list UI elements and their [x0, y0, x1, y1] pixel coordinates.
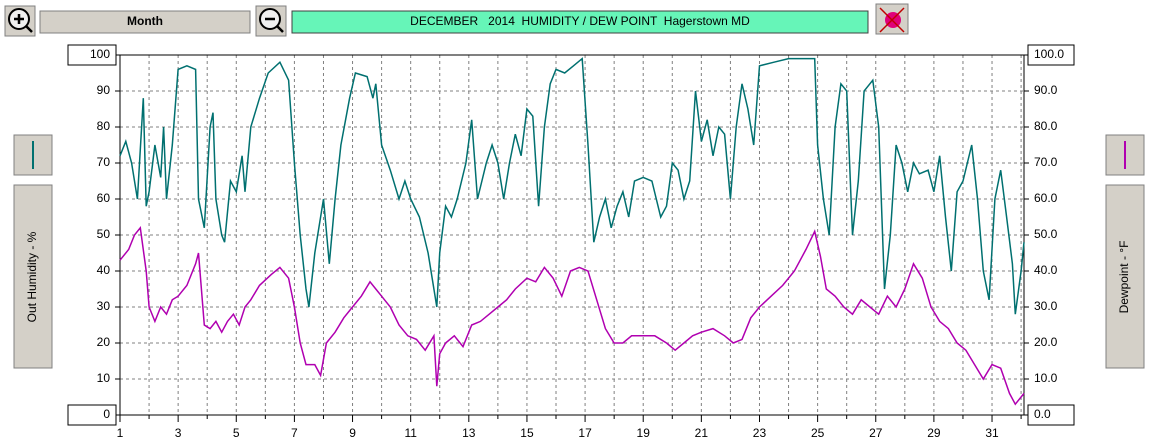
x-tick-label: 3: [175, 426, 182, 440]
y-tick-label: 20: [97, 335, 111, 349]
x-tick-label: 27: [869, 426, 883, 440]
color-icon-cross: [879, 7, 905, 33]
y2-tick-label: 70.0: [1034, 155, 1058, 169]
period-label: Month: [127, 14, 163, 28]
plot-border: [119, 54, 1025, 416]
y-tick-label: 90: [97, 83, 111, 97]
x-tick-label: 21: [695, 426, 709, 440]
title-bar: [291, 10, 869, 34]
y2-tick-label: 30.0: [1034, 299, 1058, 313]
y-tick-label: 40: [97, 263, 111, 277]
x-tick-label: 29: [927, 426, 941, 440]
y2-tick-label: 80.0: [1034, 119, 1058, 133]
x-tick-label: 9: [349, 426, 356, 440]
x-tick-label: 17: [578, 426, 592, 440]
y2-tick-label: 40.0: [1034, 263, 1058, 277]
x-tick-label: 25: [811, 426, 825, 440]
x-tick-label: 11: [404, 426, 417, 440]
y-label-button[interactable]: [13, 184, 53, 369]
y-tick-label: 70: [97, 155, 111, 169]
x-tick-label: 15: [520, 426, 534, 440]
chart-title: DECEMBER 2014 HUMIDITY / DEW POINT Hager…: [410, 14, 750, 28]
y-limit-box: [67, 44, 117, 66]
y-tick-label: 10: [97, 371, 111, 385]
y-tick-label: 60: [97, 191, 111, 205]
period-button[interactable]: [39, 10, 251, 34]
y2-tick-label: 100.0: [1034, 47, 1064, 61]
y2-tick-label: 20.0: [1034, 335, 1058, 349]
y2-axis-label: Dewpoint - °F: [1117, 241, 1131, 314]
y-axis-label: Out Humidity - %: [25, 231, 39, 322]
y2-label-button[interactable]: [1105, 184, 1145, 369]
y2-tick-label: 50.0: [1034, 227, 1058, 241]
y-limit-box: [67, 404, 117, 426]
y2-tick-label: 60.0: [1034, 191, 1058, 205]
y-tick-label: 0: [103, 407, 110, 421]
y-tick-label: 30: [97, 299, 111, 313]
y2-limit-box: [1027, 44, 1075, 66]
series-line: [119, 225, 1025, 406]
y-tick-label: 80: [97, 119, 111, 133]
zoom-out-glyph: [265, 17, 284, 33]
series-line: [119, 57, 1025, 315]
y-tick-label: 50: [97, 227, 111, 241]
x-tick-label: 7: [291, 426, 298, 440]
y2-tick-label: 0.0: [1034, 407, 1051, 421]
y2-tick-label: 90.0: [1034, 83, 1058, 97]
x-tick-label: 5: [233, 426, 240, 440]
y-tick-label: 100: [90, 47, 110, 61]
y2-tick-label: 10.0: [1034, 371, 1058, 385]
x-tick-label: 1: [117, 426, 124, 440]
zoom-in-glyph: [14, 14, 33, 33]
x-tick-label: 19: [637, 426, 651, 440]
x-tick-label: 13: [462, 426, 476, 440]
x-tick-label: 23: [753, 426, 767, 440]
x-tick-label: 31: [985, 426, 999, 440]
y2-limit-box: [1027, 404, 1075, 426]
